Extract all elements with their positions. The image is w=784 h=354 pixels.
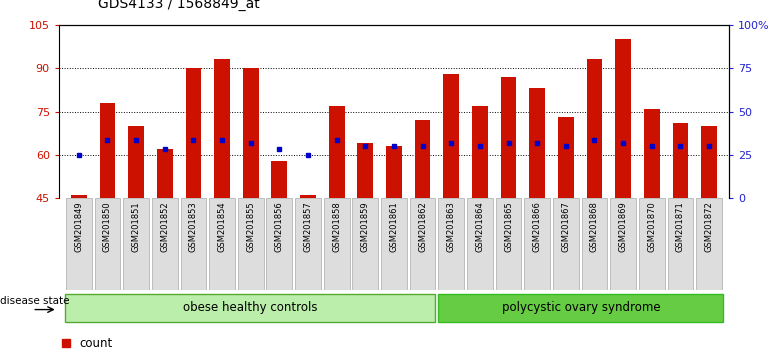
Bar bbox=[358, 143, 373, 198]
FancyBboxPatch shape bbox=[467, 198, 493, 290]
FancyBboxPatch shape bbox=[64, 294, 435, 322]
FancyBboxPatch shape bbox=[152, 198, 178, 290]
FancyBboxPatch shape bbox=[438, 294, 724, 322]
FancyBboxPatch shape bbox=[238, 198, 263, 290]
Bar bbox=[586, 59, 602, 198]
FancyBboxPatch shape bbox=[639, 198, 665, 290]
Text: GSM201849: GSM201849 bbox=[74, 201, 83, 252]
FancyBboxPatch shape bbox=[410, 198, 435, 290]
Text: GSM201851: GSM201851 bbox=[132, 201, 140, 252]
Text: GSM201864: GSM201864 bbox=[475, 201, 485, 252]
Text: polycystic ovary syndrome: polycystic ovary syndrome bbox=[502, 302, 660, 314]
Text: GSM201862: GSM201862 bbox=[418, 201, 427, 252]
Bar bbox=[328, 106, 344, 198]
Bar bbox=[100, 103, 115, 198]
FancyBboxPatch shape bbox=[123, 198, 149, 290]
Bar bbox=[157, 149, 172, 198]
FancyBboxPatch shape bbox=[295, 198, 321, 290]
Bar bbox=[644, 109, 659, 198]
FancyBboxPatch shape bbox=[180, 198, 206, 290]
FancyBboxPatch shape bbox=[582, 198, 608, 290]
Bar bbox=[71, 195, 87, 198]
FancyBboxPatch shape bbox=[524, 198, 550, 290]
Text: GSM201858: GSM201858 bbox=[332, 201, 341, 252]
FancyBboxPatch shape bbox=[209, 198, 235, 290]
FancyBboxPatch shape bbox=[438, 198, 464, 290]
FancyBboxPatch shape bbox=[667, 198, 693, 290]
Text: GSM201872: GSM201872 bbox=[705, 201, 713, 252]
Text: GSM201863: GSM201863 bbox=[447, 201, 456, 252]
FancyBboxPatch shape bbox=[381, 198, 407, 290]
Bar bbox=[300, 195, 316, 198]
Text: GSM201856: GSM201856 bbox=[275, 201, 284, 252]
Text: GDS4133 / 1568849_at: GDS4133 / 1568849_at bbox=[98, 0, 260, 11]
Bar bbox=[701, 126, 717, 198]
Text: GSM201866: GSM201866 bbox=[532, 201, 542, 252]
Text: GSM201869: GSM201869 bbox=[619, 201, 628, 252]
Text: count: count bbox=[79, 337, 112, 350]
FancyBboxPatch shape bbox=[66, 198, 92, 290]
Text: GSM201850: GSM201850 bbox=[103, 201, 112, 252]
Text: GSM201865: GSM201865 bbox=[504, 201, 513, 252]
Bar bbox=[529, 88, 545, 198]
Text: GSM201857: GSM201857 bbox=[303, 201, 313, 252]
FancyBboxPatch shape bbox=[353, 198, 378, 290]
Bar bbox=[243, 68, 259, 198]
Bar bbox=[386, 146, 402, 198]
Text: GSM201868: GSM201868 bbox=[590, 201, 599, 252]
FancyBboxPatch shape bbox=[324, 198, 350, 290]
FancyBboxPatch shape bbox=[553, 198, 579, 290]
Text: obese healthy controls: obese healthy controls bbox=[183, 302, 318, 314]
FancyBboxPatch shape bbox=[95, 198, 121, 290]
Bar bbox=[271, 161, 287, 198]
FancyBboxPatch shape bbox=[495, 198, 521, 290]
Bar bbox=[472, 106, 488, 198]
FancyBboxPatch shape bbox=[696, 198, 722, 290]
Bar bbox=[415, 120, 430, 198]
Text: GSM201859: GSM201859 bbox=[361, 201, 370, 252]
Bar bbox=[214, 59, 230, 198]
Text: GSM201854: GSM201854 bbox=[218, 201, 227, 252]
Bar bbox=[673, 123, 688, 198]
Text: GSM201855: GSM201855 bbox=[246, 201, 256, 252]
FancyBboxPatch shape bbox=[267, 198, 292, 290]
Bar bbox=[186, 68, 201, 198]
Bar bbox=[615, 39, 631, 198]
Bar bbox=[444, 74, 459, 198]
Bar bbox=[558, 117, 574, 198]
Text: GSM201852: GSM201852 bbox=[160, 201, 169, 252]
Text: GSM201871: GSM201871 bbox=[676, 201, 685, 252]
Text: disease state: disease state bbox=[0, 296, 70, 306]
Text: GSM201870: GSM201870 bbox=[648, 201, 656, 252]
Text: GSM201867: GSM201867 bbox=[561, 201, 570, 252]
Text: GSM201853: GSM201853 bbox=[189, 201, 198, 252]
Text: GSM201861: GSM201861 bbox=[390, 201, 398, 252]
FancyBboxPatch shape bbox=[610, 198, 636, 290]
Bar bbox=[129, 126, 144, 198]
Bar bbox=[501, 77, 517, 198]
